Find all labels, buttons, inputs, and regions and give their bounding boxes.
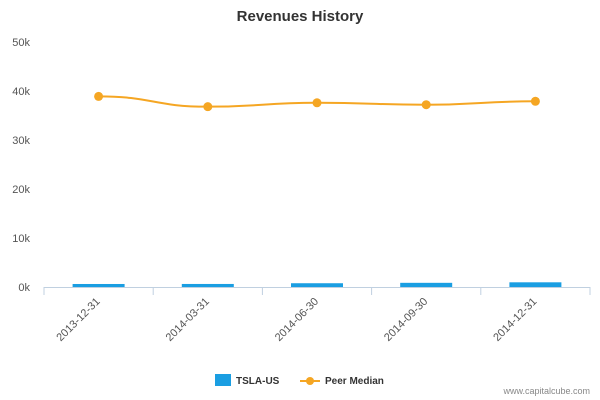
y-tick-label: 0k: [18, 282, 30, 294]
line-series: [94, 91, 540, 112]
x-tick-label: 2013-12-31: [54, 296, 102, 344]
y-tick-label: 20k: [12, 184, 30, 196]
x-axis-ticks: [43, 287, 591, 295]
y-tick-label: 10k: [12, 233, 30, 245]
x-tick-label: 2014-09-30: [382, 296, 430, 344]
y-axis: 0k 10k 20k 30k 40k 50k: [12, 37, 30, 294]
peer-median-point: [94, 91, 104, 101]
chart-title: Revenues History: [237, 8, 364, 25]
x-axis-labels: 2013-12-31 2014-03-31 2014-06-30 2014-09-30…: [54, 296, 539, 344]
peer-median-point: [312, 98, 322, 108]
peer-median-point: [203, 102, 213, 112]
credit-text: www.capitalcube.com: [502, 386, 590, 396]
legend-swatch-peer-dot: [306, 377, 314, 385]
x-tick-label: 2014-03-31: [164, 296, 212, 344]
bar-tsla: [181, 283, 234, 287]
bar-tsla: [72, 283, 125, 287]
legend-swatch-tsla: [215, 374, 231, 386]
peer-median-point: [421, 100, 431, 110]
bar-tsla: [400, 282, 453, 287]
legend: TSLA-US Peer Median: [215, 374, 384, 387]
bar-series: [72, 282, 562, 287]
legend-label-tsla: TSLA-US: [236, 376, 280, 387]
peer-median-point: [530, 96, 540, 106]
x-tick-label: 2014-12-31: [491, 296, 539, 344]
y-tick-label: 40k: [12, 86, 30, 98]
bar-tsla: [509, 282, 562, 287]
y-tick-label: 50k: [12, 37, 30, 49]
legend-label-peer: Peer Median: [325, 376, 384, 387]
x-tick-label: 2014-06-30: [273, 296, 321, 344]
y-tick-label: 30k: [12, 135, 30, 147]
bar-tsla: [291, 283, 343, 287]
